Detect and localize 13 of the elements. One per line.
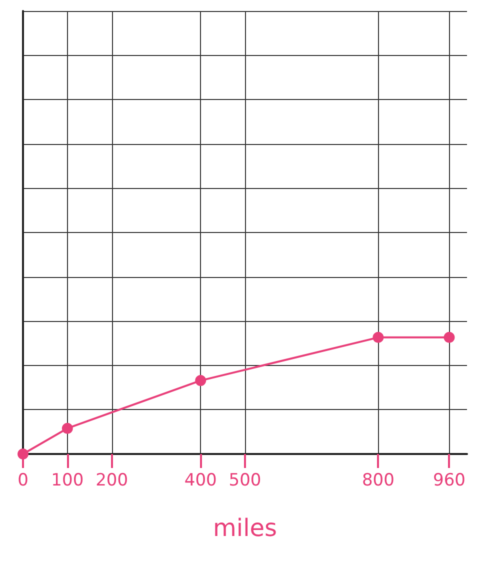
x-tick-label: 100 (51, 470, 84, 490)
x-axis-title: miles (213, 514, 277, 542)
x-tick-label: 500 (228, 470, 262, 490)
x-tick-label: 200 (96, 470, 128, 490)
point (18, 448, 28, 460)
x-tick-label: 0 (18, 470, 28, 490)
x-tick-label: 400 (184, 470, 217, 490)
x-tick-label: 800 (362, 470, 394, 490)
x-tick-label: 960 (433, 470, 466, 490)
point (372, 332, 384, 343)
point (62, 422, 73, 434)
point (444, 332, 455, 343)
point (195, 375, 206, 386)
